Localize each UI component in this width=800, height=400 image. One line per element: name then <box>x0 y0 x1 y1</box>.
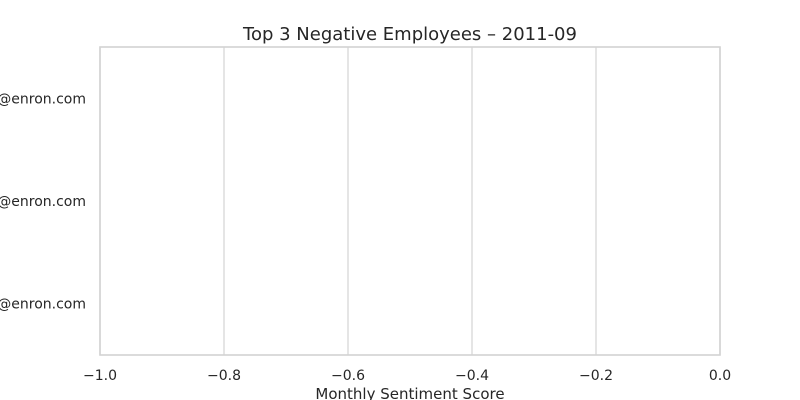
y-tick-label: @enron.com <box>0 297 86 313</box>
x-tick-label: −1.0 <box>83 368 117 384</box>
chart-title: Top 3 Negative Employees – 2011-09 <box>242 24 577 45</box>
x-tick-label: −0.4 <box>455 368 489 384</box>
x-tick-label: −0.6 <box>331 368 365 384</box>
x-axis-label: Monthly Sentiment Score <box>315 385 504 400</box>
x-tick-label: −0.2 <box>579 368 613 384</box>
plot-frame <box>99 46 721 356</box>
x-tick-label: −0.8 <box>207 368 241 384</box>
y-tick-labels: @enron.com @enron.com @enron.com <box>0 91 86 312</box>
x-tick-labels: −1.0 −0.8 −0.6 −0.4 −0.2 0.0 <box>83 368 731 384</box>
y-tick-label: @enron.com <box>0 194 86 210</box>
grid-lines <box>99 47 721 355</box>
x-tick-label: 0.0 <box>709 368 731 384</box>
y-tick-label: @enron.com <box>0 91 86 107</box>
